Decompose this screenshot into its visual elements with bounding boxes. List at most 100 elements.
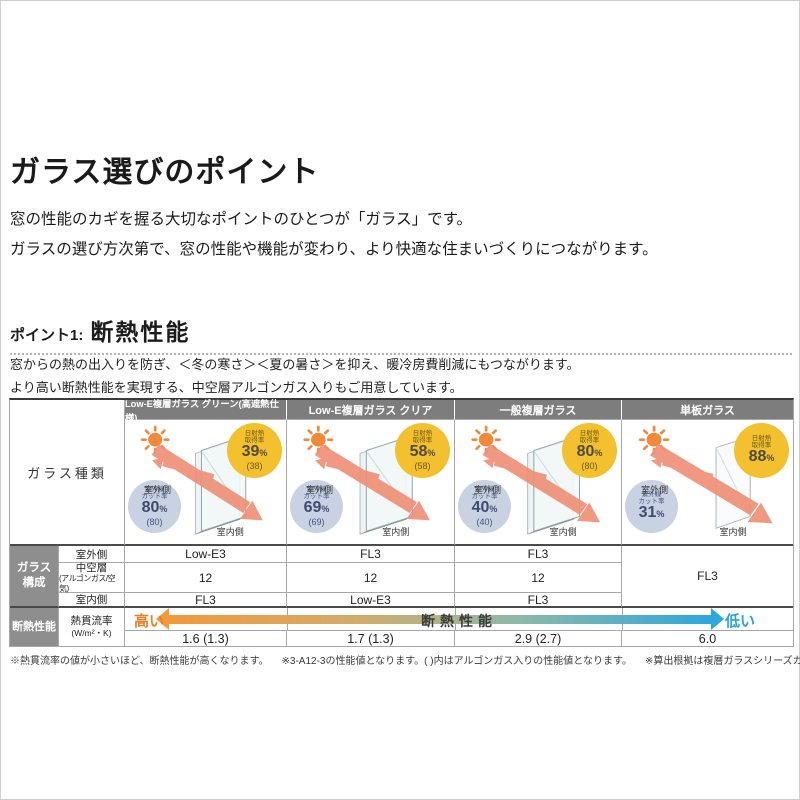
badge-caption: カット率 [471, 493, 498, 501]
glass-diagram [471, 425, 601, 535]
row-label-glass-type: ガラス種類 [10, 400, 125, 546]
uv-cut-badge: 紫外線 カット率 31% [625, 480, 678, 533]
badge-value: 40% [471, 499, 498, 517]
glass-diagram-cell: 日射熱 取得率 80% (80) 紫外線 カット率 40% (40) 室外側 室… [455, 420, 622, 546]
solar-heat-gain-badge: 日射熱 取得率 39% (38) [227, 423, 282, 478]
solar-heat-gain-badge: 日射熱 取得率 58% (58) [395, 423, 450, 478]
cell-cavity: 12 [125, 563, 287, 593]
page-title: ガラス選びのポイント [10, 156, 320, 189]
glass-diagram-cell: 日射熱 取得率 39% (38) 紫外線 カット率 80% (80) 室外側 室… [125, 420, 287, 546]
badge-caption: 日射熱 [412, 429, 433, 437]
badge-subvalue: (38) [246, 461, 263, 472]
glass-diagram-cell: 日射熱 取得率 88% 紫外線 カット率 31% 室外側 室内側 [622, 420, 793, 546]
badge-subvalue: (40) [476, 517, 493, 528]
desc-line-2: より高い断熱性能を実現する、中空層アルゴンガス入りもご用意しています。 [10, 379, 463, 395]
glass-diagram [303, 425, 430, 535]
badge-value: 80% [141, 499, 168, 517]
badge-value: 88% [748, 448, 775, 466]
footnote: ※3-A12-3の性能値となります。( )内はアルゴンガス入りの性能値となります… [281, 656, 633, 667]
cell-u-value: 1.7 (1.3) [287, 631, 455, 646]
sun-icon [140, 425, 170, 454]
heat-flow-arrows [314, 444, 430, 521]
uv-cut-badge: 紫外線 カット率 80% (80) [128, 480, 181, 533]
cell-cavity: 12 [455, 563, 622, 593]
row-label-u-value: 熱貫流率 (W/m²・K) [59, 608, 125, 646]
badge-subvalue: (69) [308, 517, 325, 528]
uv-cut-badge: 紫外線 カット率 69% (69) [290, 480, 343, 533]
cell-u-value: 6.0 [622, 631, 793, 646]
badge-caption: 紫外線 [641, 490, 662, 498]
solar-heat-gain-badge: 日射熱 取得率 88% [734, 423, 789, 478]
intro-line-2: ガラスの選び方次第で、窓の性能や機能が変わり、より快適な住まいづくりにつながりま… [10, 241, 658, 258]
cell-outdoor-glass: FL3 [287, 546, 455, 563]
insulation-scale: 高い 断熱性能 低い [125, 608, 793, 631]
column-header-lowe-clear: Low-E複層ガラス クリア [287, 400, 455, 420]
cell-outdoor-glass: FL3 [455, 546, 622, 563]
cell-u-value: 1.6 (1.3) [125, 631, 287, 646]
badge-value: 80% [576, 443, 603, 461]
badge-caption: 取得率 [244, 437, 265, 445]
outdoor-side-label: 室外側 [144, 485, 172, 495]
section-heading: ポイント1: 断熱性能 [10, 313, 792, 355]
badge-value: 69% [303, 499, 330, 517]
heat-flow-arrows [649, 443, 773, 524]
column-header-standard-pair: 一般複層ガラス [455, 400, 622, 420]
badge-caption: カット率 [638, 498, 665, 506]
badge-caption: 日射熱 [751, 434, 772, 442]
cell-outdoor-glass: Low-E3 [125, 546, 287, 563]
badge-caption: 日射熱 [244, 429, 265, 437]
column-header-lowe-green: Low-E複層ガラス グリーン(高遮熱仕様) [125, 399, 287, 423]
badge-subvalue: (80) [581, 461, 598, 472]
indoor-side-label: 室内側 [216, 527, 244, 537]
uv-cut-badge: 紫外線 カット率 40% (40) [458, 480, 511, 533]
scale-high-label: 高い [134, 613, 165, 630]
row-label-cavity: 中空層 (アルゴンガス/空気) [59, 562, 125, 593]
column-header-single: 単板ガラス [622, 400, 793, 420]
glass-diagram [140, 425, 263, 535]
point-number-label: ポイント1: [10, 327, 84, 344]
badge-subvalue: (80) [146, 517, 163, 528]
badge-value: 31% [638, 504, 665, 522]
cell-u-value: 2.9 (2.7) [455, 631, 622, 646]
badge-caption: 取得率 [579, 437, 600, 445]
badge-caption: 取得率 [751, 442, 772, 450]
cell-cavity: 12 [287, 563, 455, 593]
indoor-side-label: 室内側 [382, 527, 410, 537]
row-label-outdoor-side: 室外側 [59, 546, 125, 563]
outdoor-side-label: 室外側 [474, 485, 502, 495]
row-label-indoor-side: 室内側 [59, 593, 125, 608]
scale-low-label: 低い [724, 613, 755, 630]
badge-caption: カット率 [303, 493, 330, 501]
point-title: 断熱性能 [90, 319, 191, 345]
badge-caption: 日射熱 [579, 429, 600, 437]
badge-value: 39% [241, 443, 268, 461]
section-description: 窓からの熱の出入りを防ぎ、＜冬の寒さ＞＜夏の暑さ＞を抑え、暖冷房費削減にもつなが… [10, 354, 580, 399]
badge-caption: 取得率 [412, 437, 433, 445]
cell-indoor-glass: Low-E3 [287, 593, 455, 608]
heat-flow-arrows [482, 444, 601, 523]
footnote: ※熱貫流率の値が小さいほど、断熱性能が高くなります。 [10, 656, 269, 667]
cell-single-glass: FL3 [622, 546, 793, 608]
heat-flow-arrows [151, 444, 263, 521]
footnote: ※算出根拠は複層ガラスシリーズカタログを参照してください。 [645, 656, 800, 667]
outdoor-side-label: 室外側 [306, 485, 334, 495]
badge-caption: 紫外線 [144, 485, 165, 493]
badge-caption: 紫外線 [306, 485, 327, 493]
scale-gradient-arrow [156, 608, 724, 630]
badge-caption: 紫外線 [474, 485, 495, 493]
scale-center-label: 断熱性能 [421, 613, 497, 629]
cell-indoor-glass: FL3 [125, 593, 287, 608]
desc-line-1: 窓からの熱の出入りを防ぎ、＜冬の寒さ＞＜夏の暑さ＞を抑え、暖冷房費削減にもつなが… [10, 357, 580, 372]
row-label-insulation: 断熱性能 [10, 608, 59, 646]
indoor-side-label: 室内側 [549, 527, 577, 537]
indoor-side-label: 室内側 [719, 527, 747, 537]
footnotes: ※熱貫流率の値が小さいほど、断熱性能が高くなります。 ※3-A12-3の性能値とな… [10, 652, 800, 667]
row-label-composition: ガラス 構成 [10, 546, 59, 608]
outdoor-side-label: 室外側 [641, 485, 669, 495]
intro-text: 窓の性能のカギを握る大切なポイントのひとつが「ガラス」です。 ガラスの選び方次第… [10, 205, 658, 265]
glass-diagram-cell: 日射熱 取得率 58% (58) 紫外線 カット率 69% (69) 室外側 室… [287, 420, 455, 546]
intro-line-1: 窓の性能のカギを握る大切なポイントのひとつが「ガラス」です。 [10, 211, 473, 228]
solar-heat-gain-badge: 日射熱 取得率 80% (80) [562, 423, 617, 478]
badge-subvalue: (58) [414, 461, 431, 472]
cell-indoor-glass: FL3 [455, 593, 622, 608]
